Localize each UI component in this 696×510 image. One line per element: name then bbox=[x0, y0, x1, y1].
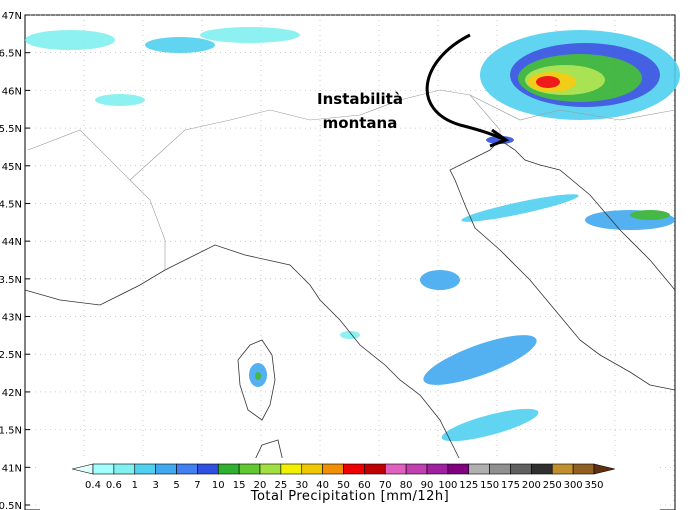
lat-label: 0.5N bbox=[0, 501, 22, 510]
annotation-line: montana bbox=[323, 114, 398, 132]
lat-label: 47N bbox=[2, 11, 22, 22]
colorbar-label: 60 bbox=[358, 480, 371, 491]
colorbar-label: 1 bbox=[132, 480, 138, 491]
colorbar-label: 175 bbox=[501, 480, 520, 491]
colorbar-box bbox=[322, 463, 344, 475]
colorbar-label: 200 bbox=[522, 480, 541, 491]
colorbar-arrow bbox=[593, 463, 615, 475]
colorbar-label: 20 bbox=[254, 480, 267, 491]
colorbar-box bbox=[113, 463, 136, 475]
colorbar-box bbox=[238, 463, 261, 475]
lat-label: 43N bbox=[2, 313, 22, 324]
colorbar-box bbox=[217, 463, 240, 475]
colorbar-box bbox=[259, 463, 282, 475]
lat-label: 45N bbox=[2, 162, 22, 173]
lat-label: 4.5N bbox=[0, 199, 22, 210]
colorbar: 0.4 0.6 1 3 5 7 10 15 20 25 30 40 50 60 70 80 90 100 125 15… bbox=[72, 463, 615, 491]
colorbar-label: 10 bbox=[212, 480, 225, 491]
colorbar-box bbox=[134, 463, 156, 475]
colorbar-box bbox=[551, 463, 574, 475]
colorbar-label: 125 bbox=[459, 480, 478, 491]
colorbar-box bbox=[531, 463, 553, 475]
lat-label: 2.5N bbox=[0, 350, 22, 361]
colorbar-box bbox=[510, 463, 532, 475]
colorbar-box bbox=[572, 463, 595, 475]
colorbar-box bbox=[280, 463, 303, 475]
colorbar-label: 7 bbox=[194, 480, 200, 491]
colorbar-box bbox=[343, 463, 365, 475]
colorbar-label: 30 bbox=[295, 480, 308, 491]
lat-label: 1.5N bbox=[0, 426, 22, 437]
lat-label: 5.5N bbox=[0, 124, 22, 135]
lat-label: 3.5N bbox=[0, 275, 22, 286]
colorbar-box bbox=[301, 463, 323, 475]
colorbar-title: Total Precipitation [mm/12h] bbox=[250, 489, 450, 504]
colorbar-label: 80 bbox=[400, 480, 413, 491]
colorbar-label: 0.6 bbox=[106, 480, 122, 491]
colorbar-label: 90 bbox=[421, 480, 434, 491]
colorbar-box bbox=[426, 463, 449, 475]
borders bbox=[27, 89, 676, 270]
colorbar-box bbox=[489, 463, 511, 475]
precip-areas bbox=[25, 27, 680, 442]
colorbar-box bbox=[384, 463, 407, 475]
colorbar-label: 100 bbox=[438, 480, 457, 491]
colorbar-label: 5 bbox=[173, 480, 179, 491]
annotation-arrowhead bbox=[489, 128, 510, 148]
colorbar-box bbox=[176, 463, 198, 475]
colorbar-box bbox=[447, 463, 470, 475]
colorbar-label: 50 bbox=[337, 480, 350, 491]
annotation-arrow bbox=[425, 33, 506, 142]
colorbar-label: 250 bbox=[543, 480, 562, 491]
coastline-west bbox=[24, 244, 481, 506]
colorbar-label: 25 bbox=[275, 480, 288, 491]
colorbar-box bbox=[155, 463, 177, 475]
colorbar-box bbox=[92, 463, 115, 475]
colorbar-label: 3 bbox=[152, 480, 158, 491]
colorbar-label: 350 bbox=[584, 480, 603, 491]
colorbar-box bbox=[405, 463, 428, 475]
lat-label: 41N bbox=[2, 463, 22, 474]
annotation-line: Instabilità bbox=[317, 90, 403, 108]
lat-labels: 47N 6.5N 46N 5.5N 45N 4.5N 44N 3.5N 43N 2.5N 42N 1.… bbox=[0, 11, 30, 510]
lat-label: 46N bbox=[2, 86, 22, 97]
colorbar-label: 70 bbox=[379, 480, 392, 491]
colorbar-box bbox=[197, 463, 219, 475]
colorbar-label: 40 bbox=[316, 480, 329, 491]
lat-label: 42N bbox=[2, 388, 22, 399]
colorbar-label: 15 bbox=[233, 480, 246, 491]
coastline-east bbox=[449, 139, 676, 391]
colorbar-box bbox=[364, 463, 386, 475]
lat-label: 6.5N bbox=[0, 49, 22, 60]
colorbar-label: 300 bbox=[564, 480, 583, 491]
lat-label: 44N bbox=[2, 237, 22, 248]
colorbar-box bbox=[468, 463, 490, 475]
corsica bbox=[237, 339, 276, 421]
colorbar-label: 0.4 bbox=[85, 480, 101, 491]
colorbar-label: 150 bbox=[480, 480, 499, 491]
